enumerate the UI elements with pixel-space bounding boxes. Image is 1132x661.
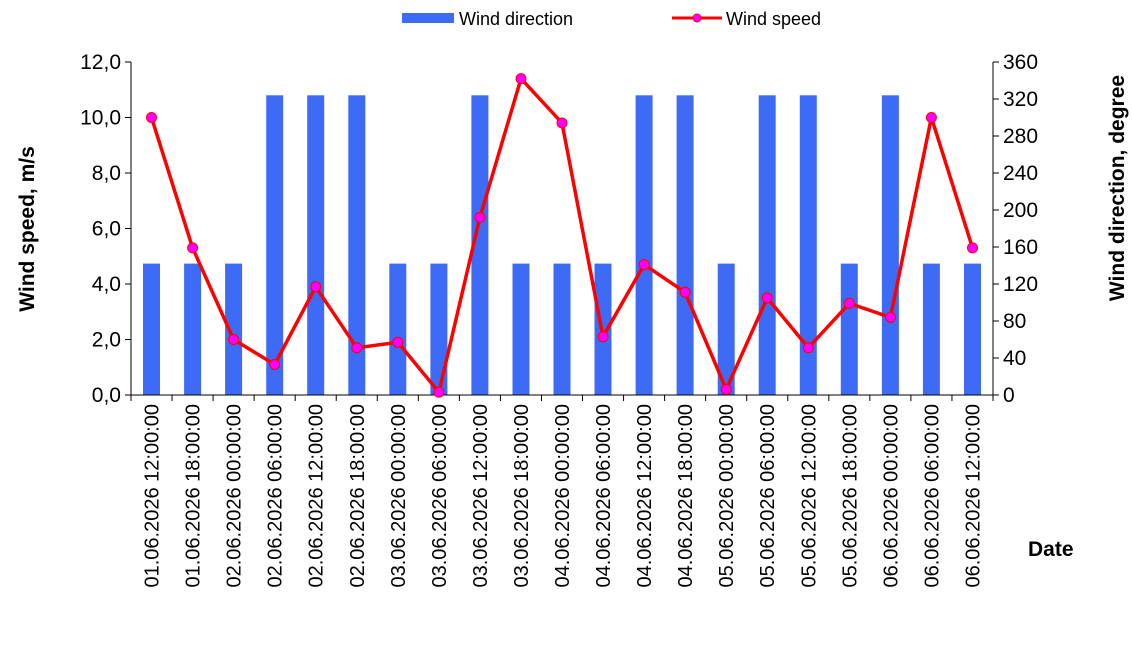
legend-label-wind-speed: Wind speed <box>726 9 821 29</box>
x-category-label: 04.06.2026 12:00:00 <box>634 404 656 588</box>
point-wind-speed-14 <box>720 383 732 395</box>
bar-wind-direction-16 <box>799 95 817 396</box>
bar-wind-direction-2 <box>225 263 243 395</box>
y2-tick-label: 360 <box>1003 51 1038 74</box>
legend-label-wind-direction: Wind direction <box>459 9 573 29</box>
bar-wind-direction-9 <box>512 263 530 395</box>
x-category-label: 05.06.2026 18:00:00 <box>839 404 861 588</box>
x-category-label: 03.06.2026 06:00:00 <box>429 404 451 588</box>
bar-wind-direction-17 <box>840 263 858 395</box>
point-wind-speed-9 <box>515 73 527 85</box>
point-wind-speed-0 <box>146 112 157 123</box>
bar-wind-direction-14 <box>717 263 735 395</box>
bar-series-wind-direction <box>143 95 981 396</box>
x-axis-title: Date <box>1028 538 1074 561</box>
y-tick-label: 8,0 <box>92 162 121 185</box>
y-tick-label: 6,0 <box>92 218 121 241</box>
point-wind-speed-18 <box>884 311 896 323</box>
x-category-label: 02.06.2026 12:00:00 <box>306 404 328 588</box>
x-category-label: 04.06.2026 00:00:00 <box>552 404 574 588</box>
x-category-label: 02.06.2026 06:00:00 <box>265 404 287 588</box>
bar-wind-direction-8 <box>471 95 489 396</box>
point-wind-speed-1 <box>187 242 199 254</box>
point-wind-speed-11 <box>597 331 609 343</box>
bar-wind-direction-19 <box>922 263 940 395</box>
right-axis-ticks: 0 40 80 120 160 200 240 280 320 360 <box>993 51 1038 407</box>
bar-wind-direction-4 <box>307 95 325 396</box>
bar-wind-direction-0 <box>143 263 160 395</box>
y2-tick-label: 80 <box>1003 310 1026 333</box>
point-wind-speed-13 <box>679 286 691 298</box>
point-wind-speed-10 <box>556 117 568 129</box>
bar-wind-direction-1 <box>184 263 202 395</box>
bar-wind-direction-13 <box>676 95 694 396</box>
point-wind-speed-16 <box>802 342 814 354</box>
point-wind-speed-20 <box>967 242 978 254</box>
x-category-label: 01.06.2026 12:00:00 <box>142 404 164 588</box>
y2-tick-label: 240 <box>1003 162 1038 185</box>
point-wind-speed-5 <box>351 342 363 354</box>
bar-wind-direction-15 <box>758 95 776 396</box>
x-category-label: 05.06.2026 12:00:00 <box>798 404 820 588</box>
legend-marker-wind-speed <box>692 13 702 23</box>
y2-axis-title: Wind direction, degree <box>1106 75 1129 301</box>
point-wind-speed-15 <box>761 292 773 304</box>
y-tick-label: 12,0 <box>80 51 121 74</box>
y2-tick-label: 160 <box>1003 236 1038 259</box>
left-axis-ticks: 0,0 2,0 4,0 6,0 8,0 10,0 12,0 <box>80 51 131 407</box>
x-category-label: 03.06.2026 18:00:00 <box>511 404 533 588</box>
x-axis-category-labels: 01.06.2026 12:00:00 01.06.2026 18:00:00 02… <box>142 404 985 588</box>
x-category-label: 05.06.2026 06:00:00 <box>757 404 779 588</box>
y-tick-label: 4,0 <box>92 273 121 296</box>
y-tick-label: 2,0 <box>92 329 121 352</box>
point-wind-speed-7 <box>433 386 445 398</box>
x-category-label: 04.06.2026 06:00:00 <box>593 404 615 588</box>
bar-wind-direction-5 <box>348 95 366 396</box>
y2-tick-label: 0 <box>1003 384 1015 407</box>
bar-wind-direction-6 <box>389 263 407 395</box>
bar-wind-direction-20 <box>964 263 981 395</box>
y2-tick-label: 40 <box>1003 347 1026 370</box>
x-category-label: 04.06.2026 18:00:00 <box>675 404 697 588</box>
line-series-wind-speed <box>146 73 978 398</box>
y2-tick-label: 200 <box>1003 199 1038 222</box>
y-axis-title: Wind speed, m/s <box>16 146 39 312</box>
point-wind-speed-17 <box>843 297 855 309</box>
legend: Wind direction Wind speed <box>402 9 821 29</box>
point-wind-speed-8 <box>474 211 486 223</box>
x-category-label: 02.06.2026 00:00:00 <box>224 404 246 588</box>
point-wind-speed-3 <box>269 359 281 370</box>
y-tick-label: 0,0 <box>92 384 121 407</box>
x-category-label: 06.06.2026 12:00:00 <box>963 404 985 588</box>
point-wind-speed-19 <box>925 112 937 123</box>
x-category-label: 06.06.2026 00:00:00 <box>880 404 902 588</box>
bar-wind-direction-12 <box>635 95 653 396</box>
y2-tick-label: 280 <box>1003 125 1038 148</box>
bar-wind-direction-18 <box>881 95 899 396</box>
bar-wind-direction-7 <box>430 263 448 395</box>
x-category-label: 06.06.2026 06:00:00 <box>921 404 943 588</box>
point-wind-speed-12 <box>638 259 650 271</box>
legend-swatch-wind-direction <box>402 13 454 23</box>
bar-wind-direction-10 <box>553 263 571 395</box>
x-category-label: 02.06.2026 18:00:00 <box>347 404 369 588</box>
x-category-label: 03.06.2026 12:00:00 <box>470 404 492 588</box>
point-wind-speed-4 <box>310 281 322 293</box>
x-category-label: 01.06.2026 18:00:00 <box>183 404 205 588</box>
x-category-label: 03.06.2026 00:00:00 <box>388 404 410 588</box>
point-wind-speed-2 <box>228 334 240 345</box>
y2-tick-label: 120 <box>1003 273 1038 296</box>
y2-tick-label: 320 <box>1003 88 1038 111</box>
x-category-label: 05.06.2026 00:00:00 <box>716 404 738 588</box>
bar-wind-direction-3 <box>266 95 284 396</box>
y-tick-label: 10,0 <box>80 107 121 130</box>
point-wind-speed-6 <box>392 336 404 348</box>
